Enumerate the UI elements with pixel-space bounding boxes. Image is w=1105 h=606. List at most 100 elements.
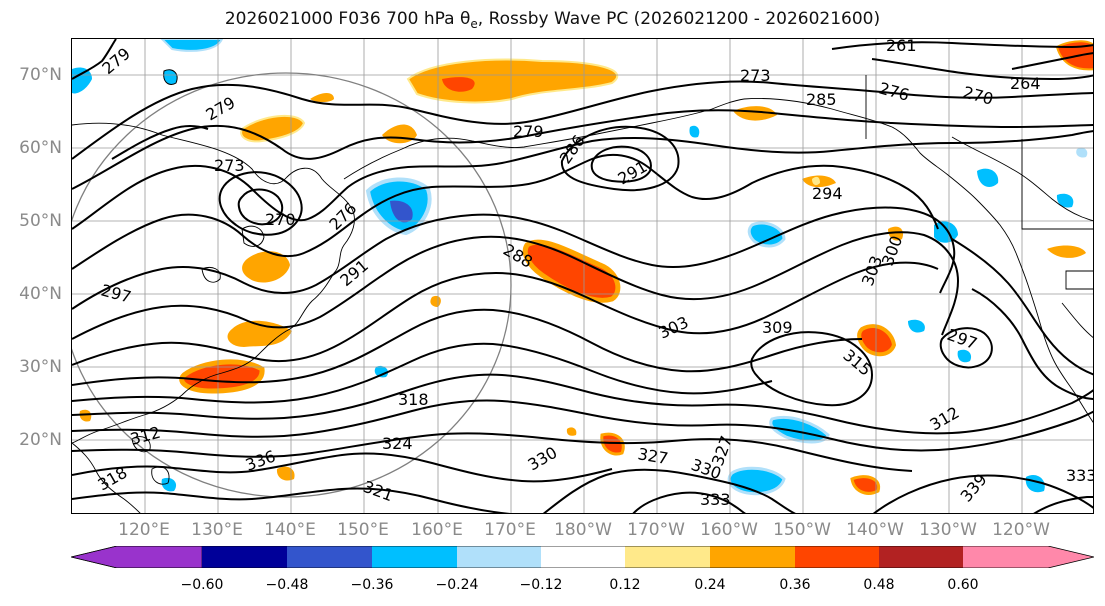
contour-label: 279 (203, 93, 239, 125)
anomaly-patch (72, 67, 92, 94)
anomaly-patch (242, 251, 290, 283)
contour-line (72, 487, 511, 513)
anomaly-patch (374, 365, 389, 378)
anomaly-patch (600, 432, 625, 456)
anomaly-patch (689, 125, 700, 138)
contour-line (971, 288, 1093, 400)
title-prefix: 2026021000 F036 700 hPa θ (224, 9, 471, 29)
coastline (241, 225, 265, 247)
border (1021, 139, 1093, 230)
lon-label: 130°W (919, 520, 977, 540)
map-canvas: 279 279 273 270 276 291 297 279 286 291 … (72, 39, 1094, 513)
anomaly-patch (1055, 40, 1093, 71)
anomaly-patch (1076, 147, 1088, 158)
colorbar-tick-label: 0.36 (779, 577, 811, 593)
anomaly-patch (733, 106, 777, 121)
contour-line (939, 327, 993, 369)
colorbar-tick-label: 0.12 (609, 577, 641, 593)
title-suffix: , Rossby Wave PC (2026021200 - 202602160… (477, 9, 881, 29)
colorbar-segment (710, 546, 795, 568)
contour-line (560, 125, 680, 192)
lon-label: 130°E (191, 520, 243, 540)
colorbar-tick-label: 0.60 (947, 577, 979, 593)
contour-label: 297 (99, 281, 133, 307)
colorbar-segment (202, 546, 287, 568)
anomaly-patch (769, 416, 830, 444)
coastline (72, 442, 141, 513)
lon-label: 120°E (118, 520, 170, 540)
contour-label: 324 (382, 434, 413, 453)
anomaly-patch (442, 77, 475, 92)
coastline (951, 136, 1093, 222)
contour-line (72, 153, 939, 270)
contour-line (871, 58, 1093, 81)
lon-label: 160°E (411, 520, 463, 540)
map-title: 2026021000 F036 700 hPa θe, Rossby Wave … (0, 9, 1105, 31)
contour-line (72, 39, 117, 80)
colorbar-segment (625, 546, 710, 568)
range-circle (72, 72, 512, 498)
anomaly-patch (747, 221, 786, 248)
coastline (343, 98, 745, 180)
contour-label: 336 (243, 446, 278, 474)
contour-line (72, 206, 956, 310)
contour-label: 321 (361, 477, 396, 505)
contour-line (72, 452, 613, 483)
contour-line (831, 41, 1093, 50)
contour-label: 291 (615, 157, 651, 189)
colorbar-tick-label: −0.36 (350, 577, 394, 593)
anomaly-patch (1056, 193, 1074, 208)
anomaly-patch (566, 427, 577, 436)
lat-label: 50°N (19, 211, 62, 231)
anomaly-patch (888, 226, 904, 241)
lat-label: 60°N (19, 138, 62, 158)
contour-label: 273 (214, 156, 245, 175)
colorbar-tick-label: 0.48 (863, 577, 895, 593)
lat-label: 30°N (19, 357, 62, 377)
contour-label: 279 (98, 44, 134, 78)
contour-line (872, 474, 1093, 513)
anomaly-patch (406, 58, 619, 104)
lon-label: 170°W (627, 520, 685, 540)
title-subscript: e (470, 17, 478, 31)
contour-line (218, 171, 303, 236)
anomaly-patch (276, 466, 295, 481)
lon-label: 150°E (337, 520, 389, 540)
colorbar-segment (541, 546, 625, 568)
negative-anomaly-fills (72, 39, 1088, 496)
contour-label: 333 (1066, 466, 1094, 485)
coastline (131, 436, 151, 453)
lon-label: 180°W (554, 520, 612, 540)
contour-label: 303 (858, 253, 886, 288)
contour-line (72, 308, 863, 386)
anomaly-patch (79, 409, 92, 422)
contour-label: 285 (806, 90, 837, 109)
contour-label: 309 (762, 318, 793, 337)
lat-label: 70°N (19, 65, 62, 85)
contour-line (590, 145, 652, 183)
contour-label: 318 (398, 390, 429, 409)
coastline (1065, 270, 1093, 290)
contour-line (72, 432, 913, 472)
colorbar-tick-label: −0.24 (435, 577, 479, 593)
contour-label: 279 (513, 122, 544, 141)
anomaly-patch (430, 295, 441, 307)
lon-label: 150°W (773, 520, 831, 540)
lon-label: 160°W (700, 520, 758, 540)
anomaly-patch (857, 324, 897, 357)
anomaly-patch (977, 168, 999, 187)
contour-line (72, 342, 773, 404)
contour-label: 261 (886, 39, 917, 55)
colorbar (71, 546, 1094, 568)
contour-line (951, 238, 1093, 376)
colorbar-tick-label: 0.24 (694, 577, 726, 593)
coastline (743, 98, 1093, 423)
anomaly-patch (179, 359, 265, 394)
contour-label-group: 279 279 273 270 276 291 297 279 286 291 … (95, 39, 1094, 509)
contour-line (72, 109, 1093, 190)
lat-label: 40°N (19, 284, 62, 304)
colorbar-segment (457, 546, 541, 568)
contour-line (72, 80, 1093, 160)
contour-label: 270 (265, 210, 296, 229)
contour-line (1011, 52, 1093, 70)
